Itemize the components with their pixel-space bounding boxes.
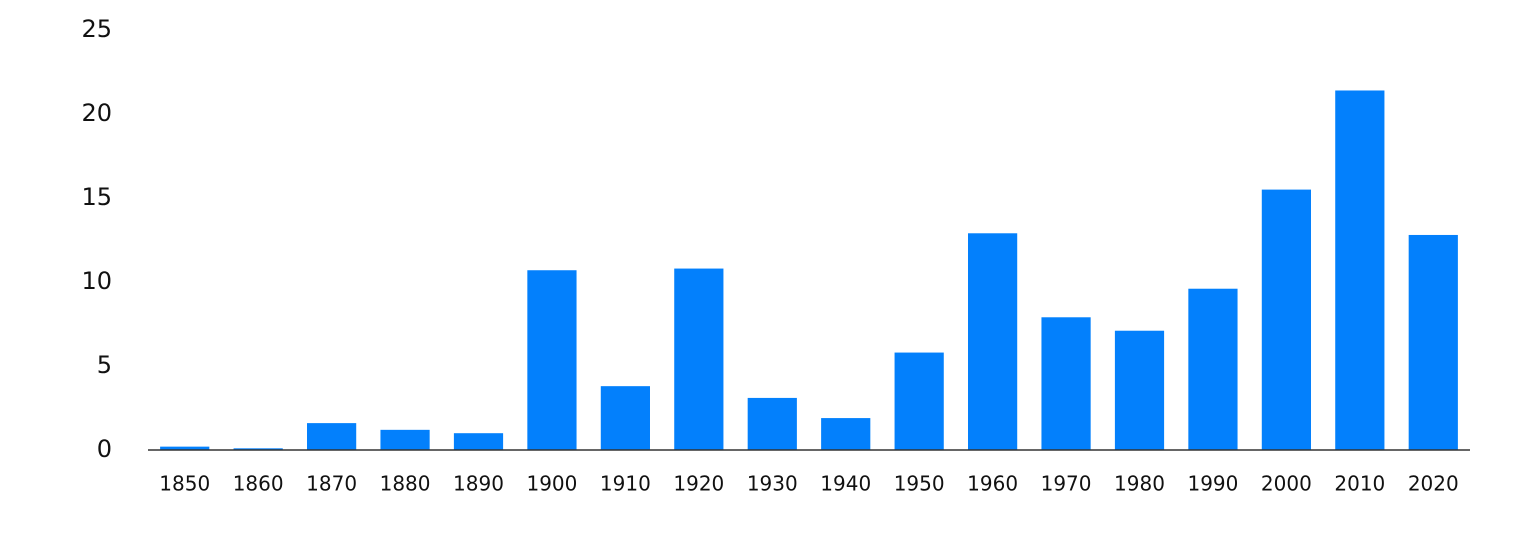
- bar: [821, 418, 871, 450]
- x-tick-label: 1920: [673, 472, 724, 496]
- bar: [160, 446, 210, 450]
- x-tick-label: 1970: [1041, 472, 1092, 496]
- x-tick-label: 1900: [526, 472, 577, 496]
- x-tick-label: 1880: [380, 472, 431, 496]
- bar: [380, 429, 430, 450]
- x-tick-label: 1950: [894, 472, 945, 496]
- bar: [894, 352, 944, 450]
- bar: [1408, 234, 1458, 450]
- x-tick-label: 1860: [233, 472, 284, 496]
- bar: [527, 270, 577, 450]
- y-tick-label: 5: [97, 351, 112, 379]
- bar: [674, 268, 724, 450]
- y-tick-label: 15: [81, 183, 112, 211]
- x-tick-label: 1850: [159, 472, 210, 496]
- bar: [233, 448, 283, 450]
- bar: [747, 397, 797, 450]
- x-tick-label: 1980: [1114, 472, 1165, 496]
- bar: [1041, 317, 1091, 450]
- x-tick-label: 1930: [747, 472, 798, 496]
- y-tick-label: 10: [81, 267, 112, 295]
- bar: [1335, 90, 1385, 450]
- x-tick-label: 1890: [453, 472, 504, 496]
- y-tick-label: 20: [81, 99, 112, 127]
- bar: [1188, 288, 1238, 450]
- bar: [1261, 189, 1311, 450]
- x-tick-label: 2000: [1261, 472, 1312, 496]
- x-tick-label: 1960: [967, 472, 1018, 496]
- bar: [600, 386, 650, 450]
- y-tick-label: 25: [81, 15, 112, 43]
- x-tick-label: 1940: [820, 472, 871, 496]
- bar: [1114, 330, 1165, 450]
- x-tick-label: 2020: [1408, 472, 1459, 496]
- x-tick-label: 1870: [306, 472, 357, 496]
- y-tick-label: 0: [97, 435, 112, 463]
- bar: [968, 233, 1018, 450]
- x-tick-label: 1910: [600, 472, 651, 496]
- x-tick-label: 2010: [1334, 472, 1385, 496]
- bar: [453, 433, 504, 450]
- x-tick-label: 1990: [1187, 472, 1238, 496]
- bar: [307, 423, 357, 450]
